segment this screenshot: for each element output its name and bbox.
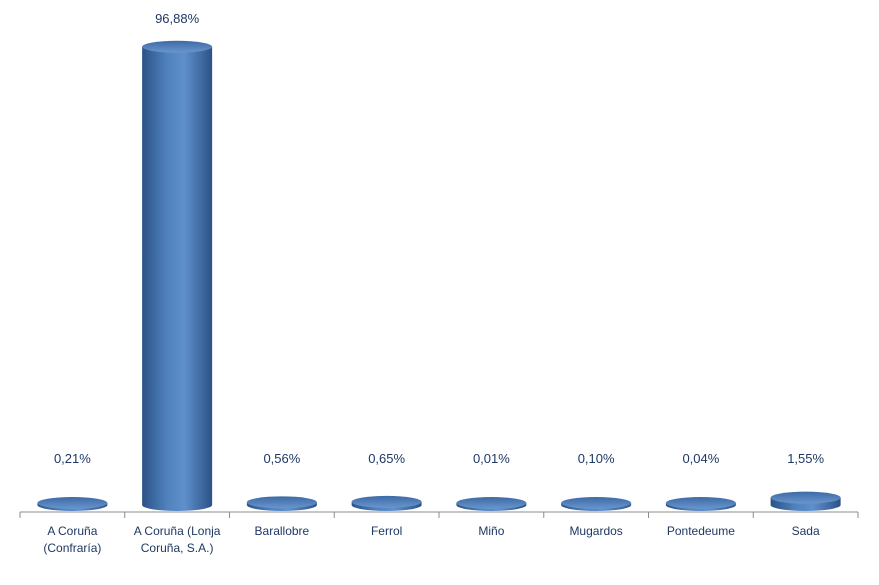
category-labels: A Coruña (Confraría) A Coruña (Lonja Coruña… bbox=[43, 524, 820, 555]
category-label: Miño bbox=[478, 524, 504, 538]
data-label: 0,56% bbox=[263, 451, 300, 466]
data-label: 1,55% bbox=[787, 451, 824, 466]
data-label: 0,01% bbox=[473, 451, 510, 466]
category-label: A Coruña (Lonja Coruña, S.A.) bbox=[134, 524, 221, 555]
bar-top bbox=[142, 40, 213, 53]
bar bbox=[246, 496, 317, 512]
category-label-line: Sada bbox=[792, 524, 820, 538]
data-labels: 0,21% 96,88% 0,56% 0,65% 0,01% 0,10% 0,04% 1,55… bbox=[54, 11, 825, 466]
bar bbox=[37, 497, 108, 512]
x-axis-ticks bbox=[19, 512, 859, 518]
bar bbox=[561, 497, 632, 512]
bar-top bbox=[246, 496, 317, 509]
bar-top bbox=[351, 495, 422, 508]
category-label-line: Barallobre bbox=[255, 524, 310, 538]
bars bbox=[37, 40, 841, 512]
category-label-line: (Confraría) bbox=[43, 541, 101, 555]
data-label: 0,04% bbox=[682, 451, 719, 466]
bar-top bbox=[665, 497, 736, 509]
bar bbox=[770, 491, 841, 512]
category-label-line: Mugardos bbox=[569, 524, 622, 538]
category-label-line: A Coruña bbox=[47, 524, 97, 538]
category-label: Barallobre bbox=[255, 524, 310, 538]
bar-body bbox=[142, 46, 213, 512]
bar bbox=[351, 495, 422, 512]
data-label: 0,65% bbox=[368, 451, 405, 466]
bar bbox=[142, 40, 213, 512]
category-label-line: Miño bbox=[478, 524, 504, 538]
data-label: 0,21% bbox=[54, 451, 91, 466]
data-label: 96,88% bbox=[155, 11, 200, 26]
category-label: Ferrol bbox=[371, 524, 402, 538]
category-label: Mugardos bbox=[569, 524, 622, 538]
category-label: Pontedeume bbox=[667, 524, 735, 538]
bar-top bbox=[37, 497, 108, 509]
category-label-line: A Coruña (Lonja bbox=[134, 524, 221, 538]
bar-top bbox=[770, 491, 841, 504]
bar bbox=[665, 497, 736, 512]
bar-top bbox=[561, 497, 632, 509]
category-label-line: Pontedeume bbox=[667, 524, 735, 538]
category-label: Sada bbox=[792, 524, 820, 538]
data-label: 0,10% bbox=[578, 451, 615, 466]
bar-top bbox=[456, 497, 527, 509]
category-label: A Coruña (Confraría) bbox=[43, 524, 101, 555]
category-label-line: Coruña, S.A.) bbox=[141, 541, 214, 555]
bar bbox=[456, 497, 527, 512]
category-label-line: Ferrol bbox=[371, 524, 402, 538]
